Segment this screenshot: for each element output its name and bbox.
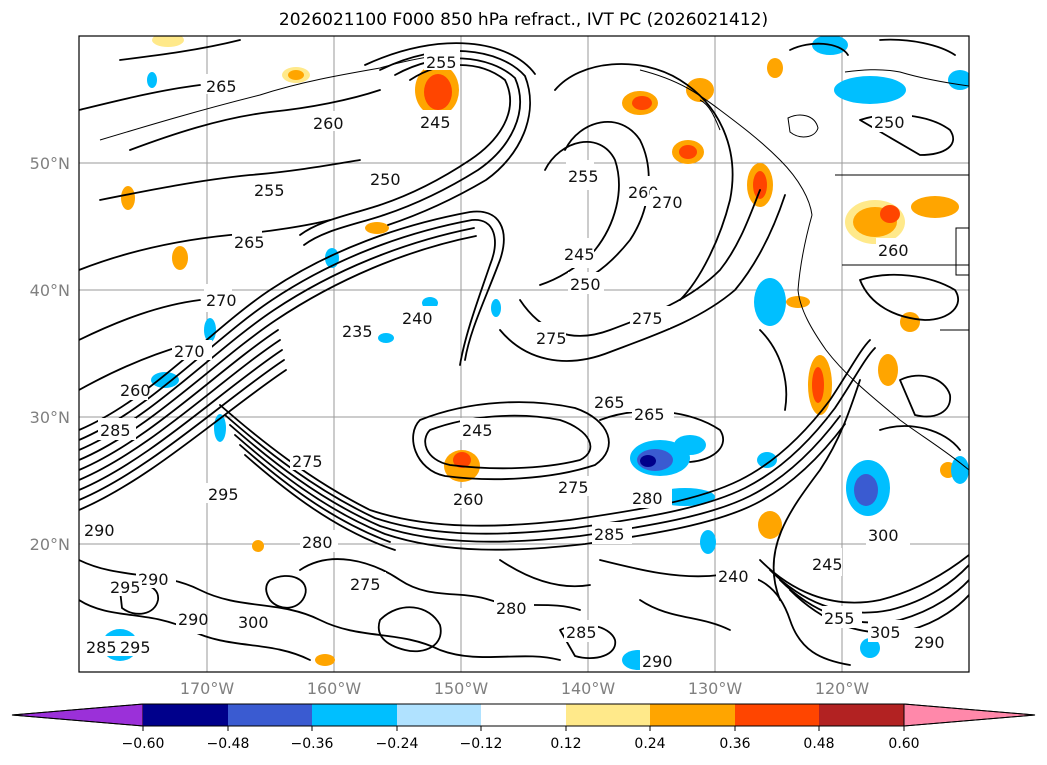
colorbar-ticks [142, 726, 905, 731]
contour-label: 250 [370, 170, 401, 189]
contour-label: 245 [812, 555, 843, 574]
lat-label: 40°N [30, 281, 70, 300]
lon-label: 160°W [307, 679, 362, 698]
contour-labels: 265 255 260 245 250 255 265 270 270 235 [82, 50, 948, 671]
colorbar-tick-label: 0.36 [719, 736, 750, 752]
contour-label: 245 [420, 113, 451, 132]
longitude-labels: 170°W 160°W 150°W 140°W 130°W 120°W [180, 679, 870, 698]
contour-label: 295 [110, 578, 141, 597]
map-frame [78, 35, 970, 673]
contour-label: 235 [342, 322, 373, 341]
contour-label: 260 [313, 114, 344, 133]
lon-label: 120°W [815, 679, 870, 698]
colorbar-tick-label: 0.24 [634, 736, 665, 752]
lon-label: 150°W [434, 679, 489, 698]
lat-label: 20°N [30, 535, 70, 554]
contour-label: 250 [874, 113, 905, 132]
plot-title: 2026021100 F000 850 hPa refract., IVT PC… [278, 10, 769, 30]
gridlines [79, 36, 969, 672]
contour-label: 265 [206, 77, 237, 96]
contour-label: 290 [84, 521, 115, 540]
contour-label: 280 [496, 599, 527, 618]
lat-label: 50°N [30, 154, 70, 173]
contour-label: 260 [120, 381, 151, 400]
contour-label: 260 [878, 241, 909, 260]
colorbar: −0.60 −0.48 −0.36 −0.24 −0.12 0.12 0.24 … [11, 703, 1036, 752]
contour-label: 290 [642, 652, 673, 671]
contour-label: 240 [718, 567, 749, 586]
contour-label: 290 [138, 570, 169, 589]
contour-label: 265 [634, 405, 665, 424]
contour-label: 290 [178, 610, 209, 629]
lat-label: 30°N [30, 408, 70, 427]
contour-label: 295 [208, 485, 239, 504]
contour-label: 265 [594, 393, 625, 412]
contour-label: 280 [302, 533, 333, 552]
colorbar-tick-label: 0.48 [803, 736, 834, 752]
colorbar-segment [735, 704, 819, 726]
colorbar-tick-label: −0.24 [376, 736, 419, 752]
contour-label: 300 [238, 613, 269, 632]
colorbar-extend-max [903, 703, 1036, 727]
colorbar-segment [819, 704, 904, 726]
shaded-anomalies [102, 36, 969, 670]
colorbar-segment [650, 704, 735, 726]
contour-label: 250 [570, 275, 601, 294]
colorbar-segment [481, 704, 566, 726]
contour-label: 300 [868, 526, 899, 545]
colorbar-tick-label: 0.60 [888, 736, 919, 752]
latitude-labels: 50°N 40°N 30°N 20°N [30, 154, 70, 554]
colorbar-segment [228, 704, 312, 726]
contour-label: 275 [350, 575, 381, 594]
contour-label: 285 [100, 421, 131, 440]
colorbar-tick-label: −0.48 [207, 736, 250, 752]
lon-label: 140°W [561, 679, 616, 698]
contour-label: 260 [453, 490, 484, 509]
contour-label: 295 [120, 638, 151, 657]
contour-label: 285 [594, 525, 625, 544]
contour-label: 255 [254, 181, 285, 200]
contour-label: 290 [914, 633, 945, 652]
colorbar-extend-min [11, 703, 144, 727]
lon-label: 170°W [180, 679, 235, 698]
contour-label: 245 [462, 421, 493, 440]
contour-label: 255 [426, 53, 457, 72]
lon-label: 130°W [688, 679, 743, 698]
contour-label: 285 [86, 638, 117, 657]
contour-label: 255 [824, 609, 855, 628]
contour-label: 275 [292, 452, 323, 471]
contour-label: 255 [568, 167, 599, 186]
contour-label: 265 [234, 233, 265, 252]
colorbar-segment [397, 704, 481, 726]
coastlines [99, 54, 969, 471]
contour-label: 305 [870, 623, 901, 642]
colorbar-tick-label: −0.36 [291, 736, 334, 752]
contour-label: 270 [206, 291, 237, 310]
colorbar-tick-label: −0.12 [460, 736, 503, 752]
contour-label: 280 [632, 489, 663, 508]
colorbar-segment [566, 704, 650, 726]
colorbar-segment [143, 704, 228, 726]
colorbar-tick-label: −0.60 [122, 736, 165, 752]
contour-label: 275 [536, 329, 567, 348]
colorbar-segment [312, 704, 397, 726]
contour-label: 275 [632, 309, 663, 328]
contour-label: 285 [566, 623, 597, 642]
contour-label: 275 [558, 478, 589, 497]
contour-label: 240 [402, 309, 433, 328]
contour-label: 245 [564, 245, 595, 264]
colorbar-tick-label: 0.12 [550, 736, 581, 752]
contour-label: 270 [174, 342, 205, 361]
contour-label: 270 [652, 193, 683, 212]
